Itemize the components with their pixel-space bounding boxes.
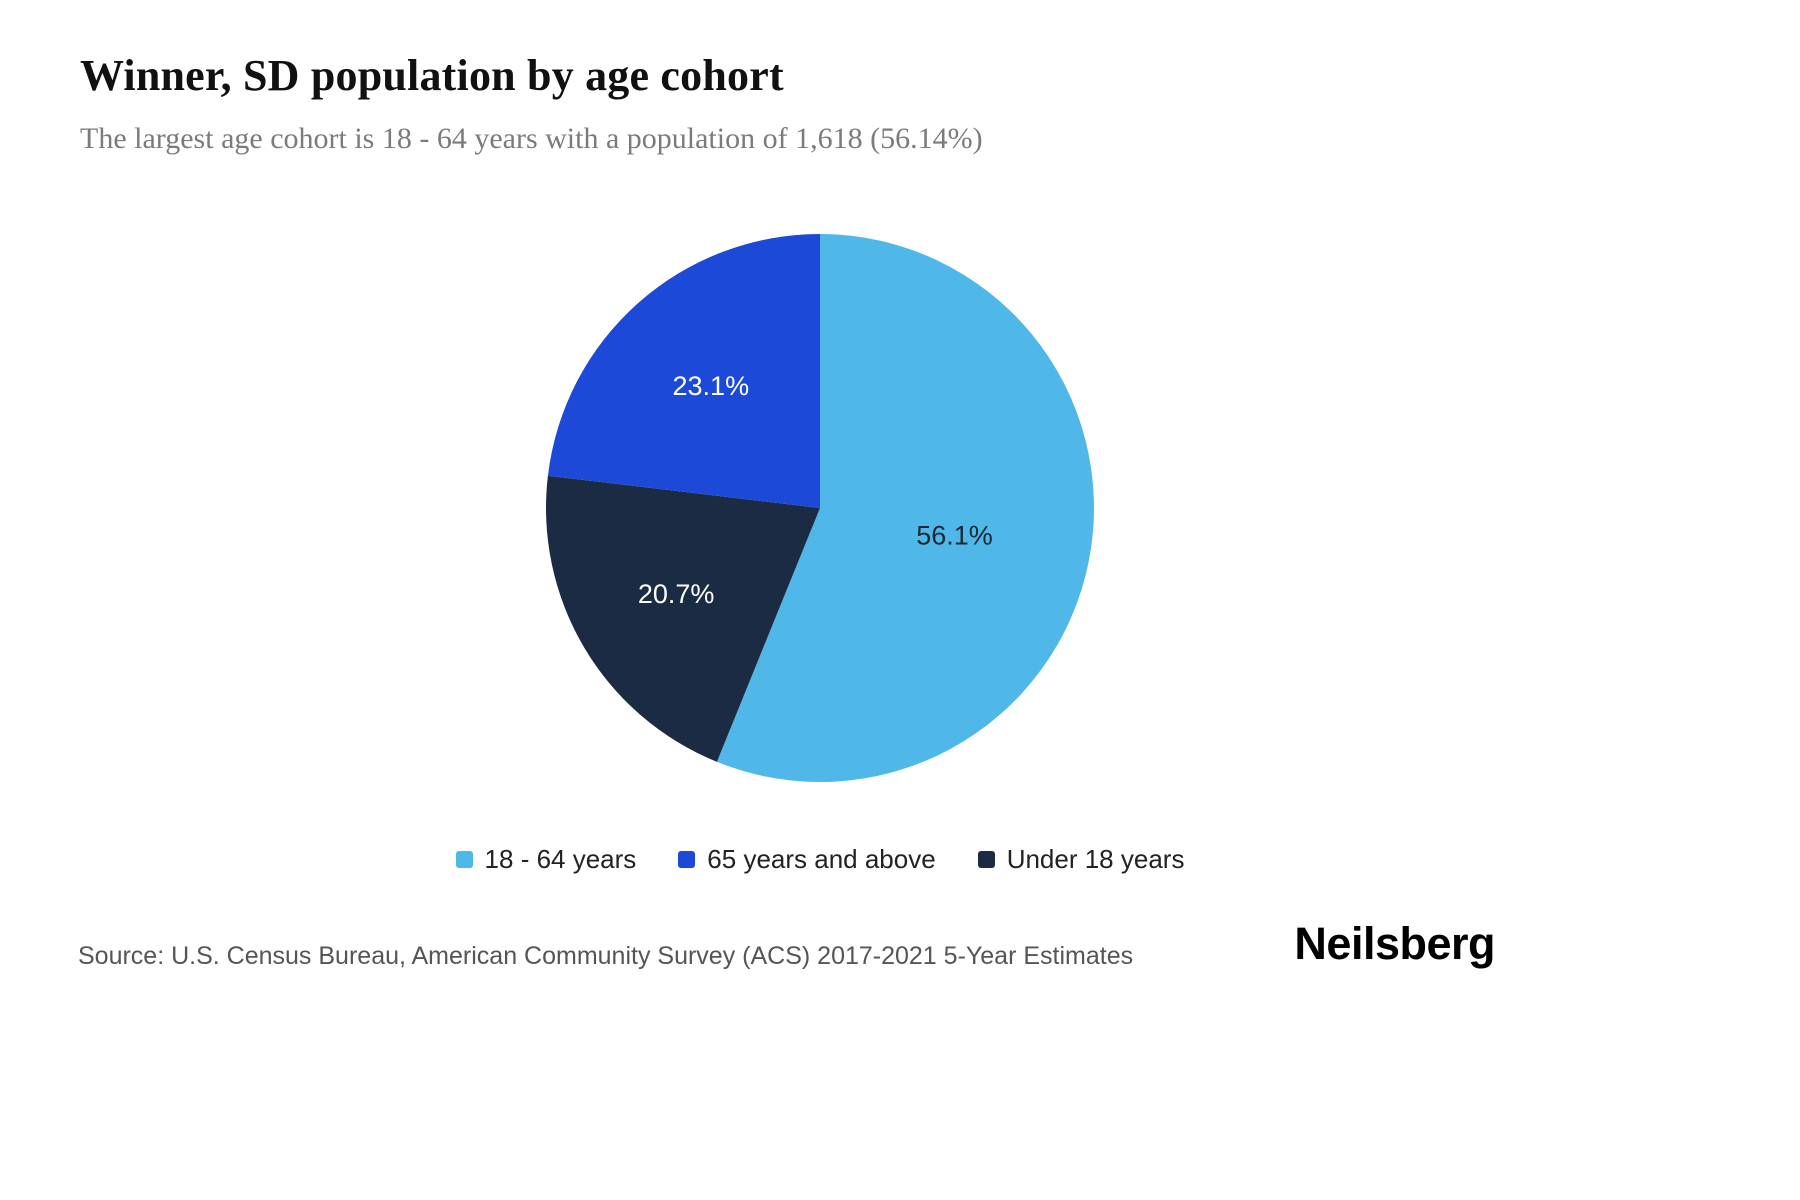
pie-slice-18-64-years: [716, 234, 1095, 783]
slice-value-label-under-18-years: 20.7%: [638, 579, 715, 609]
legend-label: 18 - 64 years: [484, 844, 637, 874]
legend-label: Under 18 years: [1006, 844, 1185, 874]
legend-swatch-icon: [977, 850, 995, 868]
source-text: Source: U.S. Census Bureau, American Com…: [78, 942, 1134, 970]
brand-logo: Neilsberg: [1294, 918, 1495, 969]
pie-chart: 56.1% 20.7% 23.1%: [546, 234, 1095, 783]
pie-slice-under-18-years: [546, 475, 820, 762]
slice-value-label-18-64-years: 56.1%: [916, 520, 993, 550]
legend-item-18-64-years: 18 - 64 years: [455, 844, 637, 874]
legend: 18 - 64 years 65 years and above Under 18 …: [0, 846, 1640, 872]
legend-swatch-icon: [678, 850, 696, 868]
chart-subtitle: The largest age cohort is 18 - 64 years …: [80, 122, 983, 155]
legend-label: 65 years and above: [707, 844, 936, 874]
legend-item-under-18-years: Under 18 years: [977, 844, 1185, 874]
slice-value-label-65-years-and-above: 23.1%: [673, 371, 750, 401]
pie-chart-area: 56.1% 20.7% 23.1%: [540, 228, 1100, 788]
pie-slice-65-years-and-above: [547, 234, 820, 508]
legend-swatch-icon: [455, 850, 473, 868]
chart-title: Winner, SD population by age cohort: [80, 51, 784, 100]
legend-item-65-years-and-above: 65 years and above: [678, 844, 936, 874]
